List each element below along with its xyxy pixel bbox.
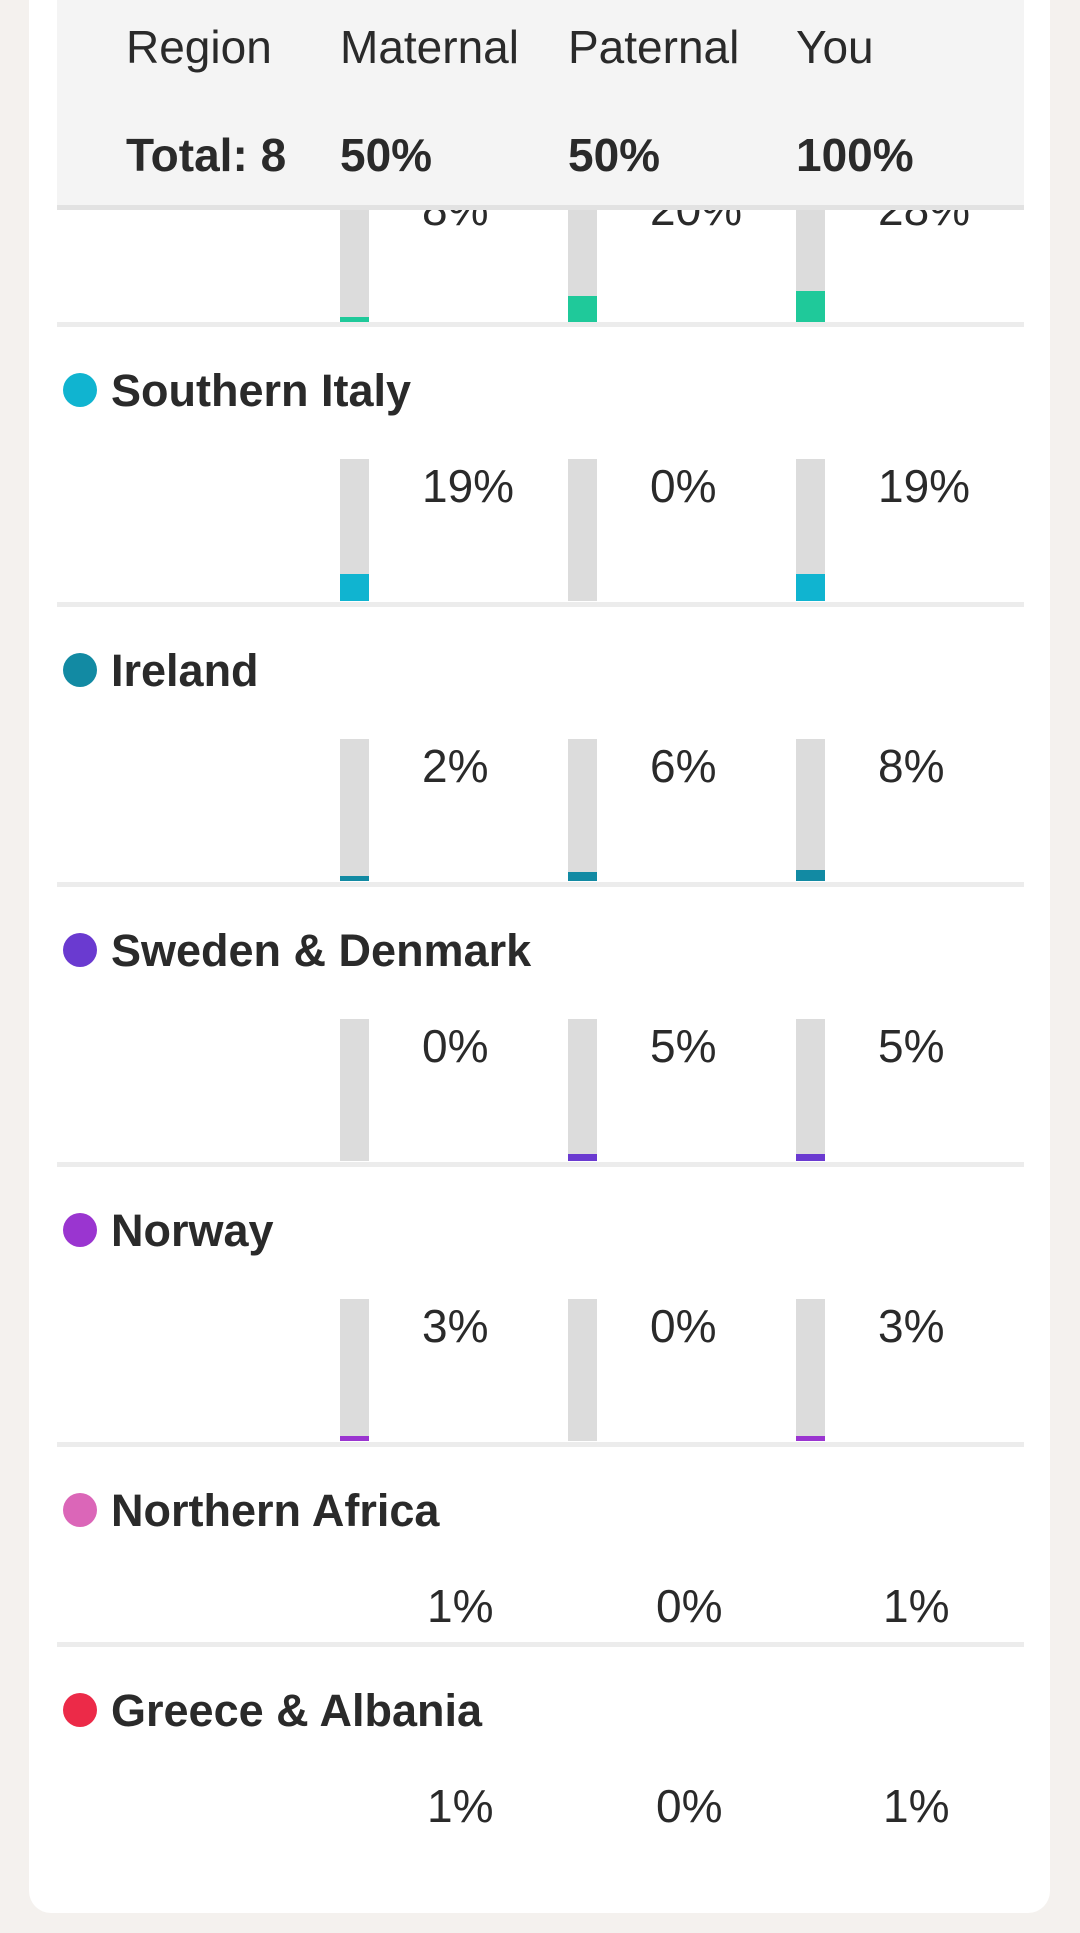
- total-regions: Total: 8: [126, 129, 287, 181]
- you-percent: 5%: [878, 1020, 945, 1072]
- region-name: Northern Africa: [111, 1485, 440, 1536]
- paternal-bar-fill: [568, 1153, 597, 1161]
- region-row-sweden-denmark[interactable]: Sweden & Denmark 0% 5% 5%: [57, 887, 1024, 1167]
- paternal-bar-fill: [568, 296, 597, 322]
- paternal-percent: 5%: [650, 1020, 717, 1072]
- maternal-bar: [340, 1299, 369, 1441]
- region-color-dot: [63, 1693, 97, 1727]
- maternal-bar-fill: [340, 1436, 369, 1441]
- paternal-percent: 0%: [656, 1780, 723, 1832]
- you-bar: [796, 1299, 825, 1441]
- paternal-percent: 20%: [650, 210, 742, 236]
- you-percent: 8%: [878, 740, 945, 792]
- region-name: Southern Italy: [111, 365, 412, 416]
- total-paternal: 50%: [568, 129, 661, 181]
- you-bar: [796, 459, 825, 601]
- paternal-percent: 0%: [656, 1580, 723, 1632]
- region-name: Norway: [111, 1205, 274, 1256]
- region-row-greece-albania[interactable]: Greece & Albania 1% 0% 1%: [57, 1647, 1024, 1847]
- you-bar-fill: [796, 1153, 825, 1161]
- maternal-percent: 1%: [427, 1580, 494, 1632]
- maternal-percent: 3%: [422, 1300, 489, 1352]
- region-row-northern-africa[interactable]: Northern Africa 1% 0% 1%: [57, 1447, 1024, 1647]
- region-name: Sweden & Denmark: [111, 925, 532, 976]
- maternal-bar: [340, 739, 369, 881]
- region-name: Ireland: [111, 645, 259, 696]
- region-color-dot: [63, 1493, 97, 1527]
- paternal-bar: [568, 1299, 597, 1441]
- maternal-bar: [340, 1019, 369, 1161]
- you-percent: 1%: [883, 1580, 950, 1632]
- you-percent: 28%: [878, 210, 970, 236]
- maternal-percent: 2%: [422, 740, 489, 792]
- you-bar-fill: [796, 1436, 825, 1441]
- you-bar-fill: [796, 574, 825, 601]
- total-maternal: 50%: [340, 129, 433, 181]
- maternal-bar-fill: [340, 876, 369, 881]
- you-bar: [796, 739, 825, 881]
- you-percent: 19%: [878, 460, 971, 512]
- paternal-bar-fill: [568, 872, 597, 881]
- region-row-partial: 8% 20% 28%: [57, 210, 1024, 327]
- column-header-region: Region: [126, 21, 272, 73]
- paternal-bar: [568, 1019, 597, 1161]
- ancestry-table: Region Maternal Paternal You Total: 8 50…: [57, 0, 1024, 1847]
- region-row-ireland[interactable]: Ireland 2% 6% 8%: [57, 607, 1024, 887]
- maternal-bar-fill: [340, 317, 369, 322]
- region-color-dot: [63, 1213, 97, 1247]
- ancestry-card: Region Maternal Paternal You Total: 8 50…: [29, 0, 1050, 1913]
- you-bar: [796, 1019, 825, 1161]
- maternal-bar: [340, 210, 369, 322]
- you-bar-fill: [796, 869, 825, 881]
- table-header: Region Maternal Paternal You Total: 8 50…: [57, 0, 1024, 210]
- maternal-percent: 8%: [422, 210, 488, 236]
- paternal-bar: [568, 210, 597, 322]
- you-percent: 1%: [883, 1780, 950, 1832]
- maternal-percent: 1%: [427, 1780, 494, 1832]
- column-header-paternal: Paternal: [568, 21, 740, 73]
- region-row-southern-italy[interactable]: Southern Italy 19% 0% 19%: [57, 327, 1024, 607]
- region-color-dot: [63, 373, 97, 407]
- paternal-percent: 6%: [650, 740, 717, 792]
- paternal-percent: 0%: [650, 460, 717, 512]
- maternal-bar: [340, 459, 369, 601]
- column-header-you: You: [796, 21, 874, 73]
- paternal-bar: [568, 459, 597, 601]
- maternal-percent: 0%: [422, 1020, 489, 1072]
- you-percent: 3%: [878, 1300, 945, 1352]
- paternal-percent: 0%: [650, 1300, 717, 1352]
- region-color-dot: [63, 933, 97, 967]
- maternal-bar-fill: [340, 574, 369, 601]
- maternal-percent: 19%: [422, 460, 515, 512]
- region-name: Greece & Albania: [111, 1685, 482, 1736]
- column-header-maternal: Maternal: [340, 21, 519, 73]
- you-bar-fill: [796, 290, 825, 322]
- region-row-norway[interactable]: Norway 3% 0% 3%: [57, 1167, 1024, 1447]
- you-bar: [796, 210, 825, 322]
- total-you: 100%: [796, 129, 914, 181]
- region-color-dot: [63, 653, 97, 687]
- paternal-bar: [568, 739, 597, 881]
